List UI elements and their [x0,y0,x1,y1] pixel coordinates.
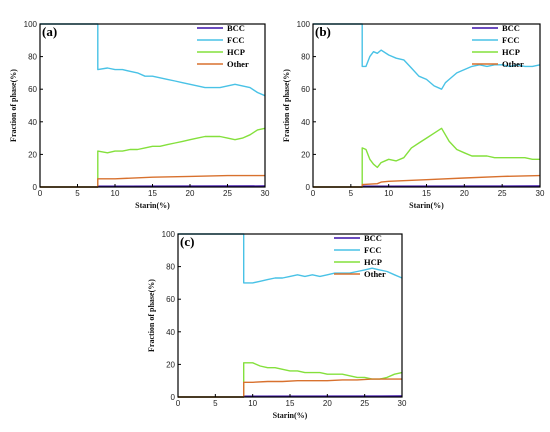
legend-label-fcc: FCC [502,35,519,45]
x-tick-label: 0 [311,189,316,198]
legend-label-bcc: BCC [227,23,245,33]
series-line-fcc [178,233,403,284]
panel-label: (b) [315,24,331,39]
y-tick-label: 0 [33,183,38,192]
y-tick-label: 20 [166,360,175,369]
legend-label-hcp: HCP [502,47,520,57]
legend-label-fcc: FCC [364,245,381,255]
legend: BCC FCC HCP Other [472,23,524,69]
x-tick-label: 30 [261,189,270,198]
x-tick-label: 25 [223,189,232,198]
x-tick-label: 5 [75,189,80,198]
y-axis-label: Fraction of phase(%) [147,279,156,352]
x-tick-label: 5 [213,399,218,408]
y-axis-label: Fraction of phase(%) [9,69,18,142]
x-axis-label: Starin(%) [409,201,444,210]
y-tick-label: 60 [166,295,175,304]
x-tick-label: 0 [38,189,43,198]
legend-label-bcc: BCC [364,233,382,243]
x-tick-label: 25 [498,189,507,198]
y-tick-label: 100 [162,230,176,239]
y-tick-label: 100 [24,20,38,29]
y-tick-label: 60 [301,85,310,94]
series-line-fcc [40,23,266,97]
legend-label-other: Other [227,59,249,69]
panel-label: (a) [42,24,57,39]
x-tick-label: 10 [111,189,120,198]
x-axis-label: Starin(%) [135,201,170,210]
x-tick-label: 10 [384,189,393,198]
chart-panel-2: 0 5 10 15 20 25 30 0 20 40 60 80 100 Starin(%) Fractio… [282,20,545,210]
y-tick-label: 80 [28,53,37,62]
series-line-other [178,378,402,398]
legend-label-hcp: HCP [364,257,382,267]
y-tick-label: 80 [301,53,310,62]
x-tick-label: 20 [186,189,195,198]
legend-label-fcc: FCC [227,35,244,45]
legend-label-hcp: HCP [227,47,245,57]
y-tick-label: 40 [166,328,175,337]
y-tick-label: 80 [166,263,175,272]
x-tick-label: 5 [349,189,354,198]
y-tick-label: 100 [297,20,311,29]
y-tick-label: 40 [301,118,310,127]
x-tick-label: 10 [248,399,257,408]
legend-label-other: Other [502,59,524,69]
y-tick-label: 20 [301,150,310,159]
chart-panel-1: 0 5 10 15 20 25 30 0 20 40 60 80 100 Starin(%) Fractio… [9,20,270,210]
x-tick-label: 25 [360,399,369,408]
x-tick-label: 15 [286,399,295,408]
y-tick-label: 60 [28,85,37,94]
series-line-other [313,174,541,188]
legend: BCC FCC HCP Other [197,23,249,69]
y-tick-label: 40 [28,118,37,127]
series-line-fcc [313,23,541,90]
panel-label: (c) [180,234,194,249]
x-tick-label: 15 [148,189,157,198]
y-tick-label: 20 [28,150,37,159]
x-tick-label: 15 [422,189,431,198]
x-tick-label: 20 [323,399,332,408]
legend-label-bcc: BCC [502,23,520,33]
chart-panel-3: 0 5 10 15 20 25 30 0 20 40 60 80 100 Starin(%) Fractio… [147,230,407,420]
x-axis-label: Starin(%) [273,411,308,420]
y-axis-label: Fraction of phase(%) [282,69,291,142]
x-tick-label: 20 [460,189,469,198]
series-line-hcp [40,127,266,188]
x-tick-label: 30 [536,189,545,198]
series-line-hcp [313,127,540,188]
legend: BCC FCC HCP Other [334,233,386,279]
series-line-other [40,174,265,188]
x-tick-label: 30 [398,399,407,408]
y-tick-label: 0 [306,183,311,192]
x-tick-label: 0 [176,399,181,408]
legend-label-other: Other [364,269,386,279]
y-tick-label: 0 [171,393,176,402]
